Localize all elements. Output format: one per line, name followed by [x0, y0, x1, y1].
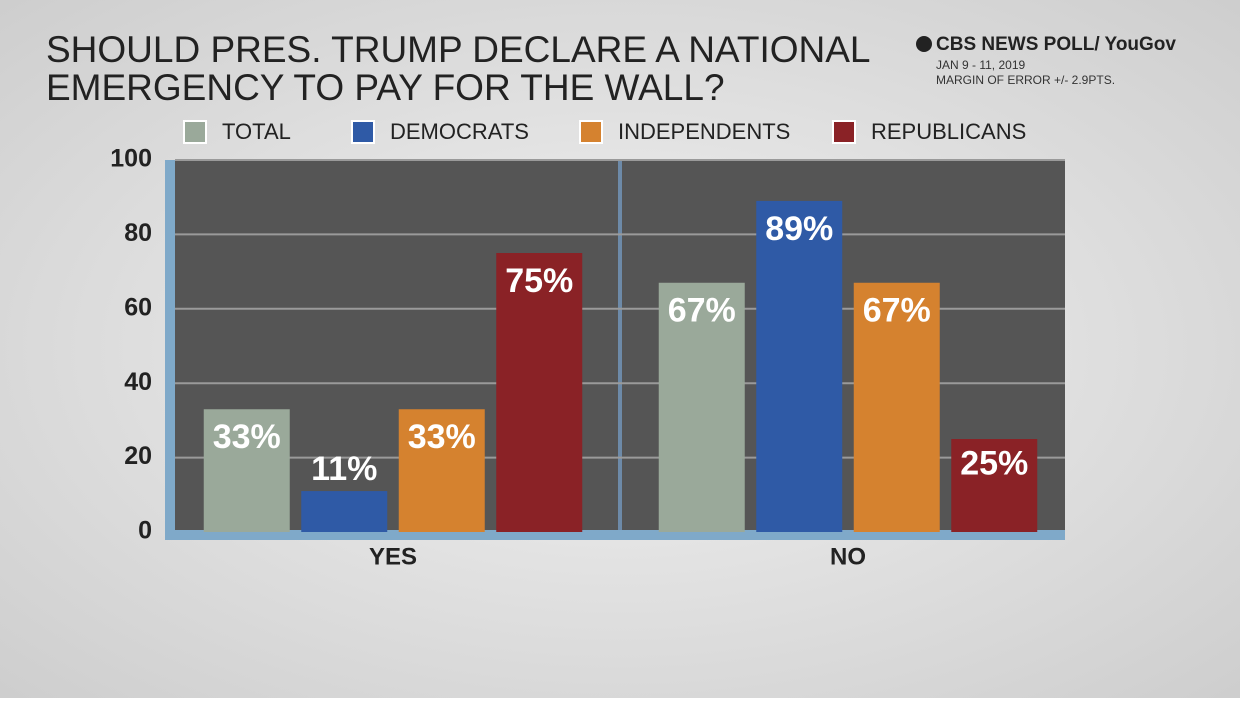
- legend-swatch: [579, 120, 603, 144]
- legend-swatch: [183, 120, 207, 144]
- bar: [756, 200, 843, 533]
- value-label: 89%: [765, 210, 833, 248]
- legend-label: INDEPENDENTS: [618, 119, 790, 144]
- value-label: 11%: [311, 450, 377, 488]
- value-label: 33%: [408, 418, 476, 456]
- bar: [496, 253, 583, 532]
- value-label: 67%: [668, 292, 736, 330]
- value-label: 67%: [863, 292, 931, 330]
- y-tick-label: 40: [124, 368, 152, 396]
- y-tick-label: 0: [138, 517, 152, 545]
- legend-swatch: [832, 120, 856, 144]
- chart-title: SHOULD PRES. TRUMP DECLARE A NATIONAL: [46, 29, 871, 70]
- bar: [853, 282, 940, 532]
- legend-label: TOTAL: [222, 119, 291, 144]
- bar: [398, 409, 485, 532]
- y-tick-label: 100: [110, 145, 152, 173]
- legend-label: DEMOCRATS: [390, 119, 529, 144]
- value-label: 25%: [960, 444, 1028, 482]
- logo: [916, 36, 932, 52]
- chart-title: EMERGENCY TO PAY FOR THE WALL?: [46, 67, 725, 108]
- bar: [658, 282, 745, 532]
- value-label: 33%: [213, 418, 281, 456]
- legend-swatch: [351, 120, 375, 144]
- x-tick-label: YES: [369, 543, 417, 570]
- y-axis: [165, 160, 175, 540]
- value-label: 75%: [505, 262, 573, 300]
- y-tick-label: 20: [124, 442, 152, 470]
- y-tick-label: 60: [124, 293, 152, 321]
- legend-label: REPUBLICANS: [871, 119, 1026, 144]
- source-brand: CBS NEWS POLL/ YouGov: [936, 34, 1176, 55]
- bar: [951, 439, 1038, 532]
- bar: [301, 491, 388, 532]
- source-margin: MARGIN OF ERROR +/- 2.9PTS.: [936, 73, 1115, 87]
- bar: [203, 409, 290, 532]
- x-tick-label: NO: [830, 543, 866, 570]
- y-tick-label: 80: [124, 219, 152, 247]
- x-axis: [165, 530, 1065, 540]
- source-dates: JAN 9 - 11, 2019: [936, 58, 1025, 72]
